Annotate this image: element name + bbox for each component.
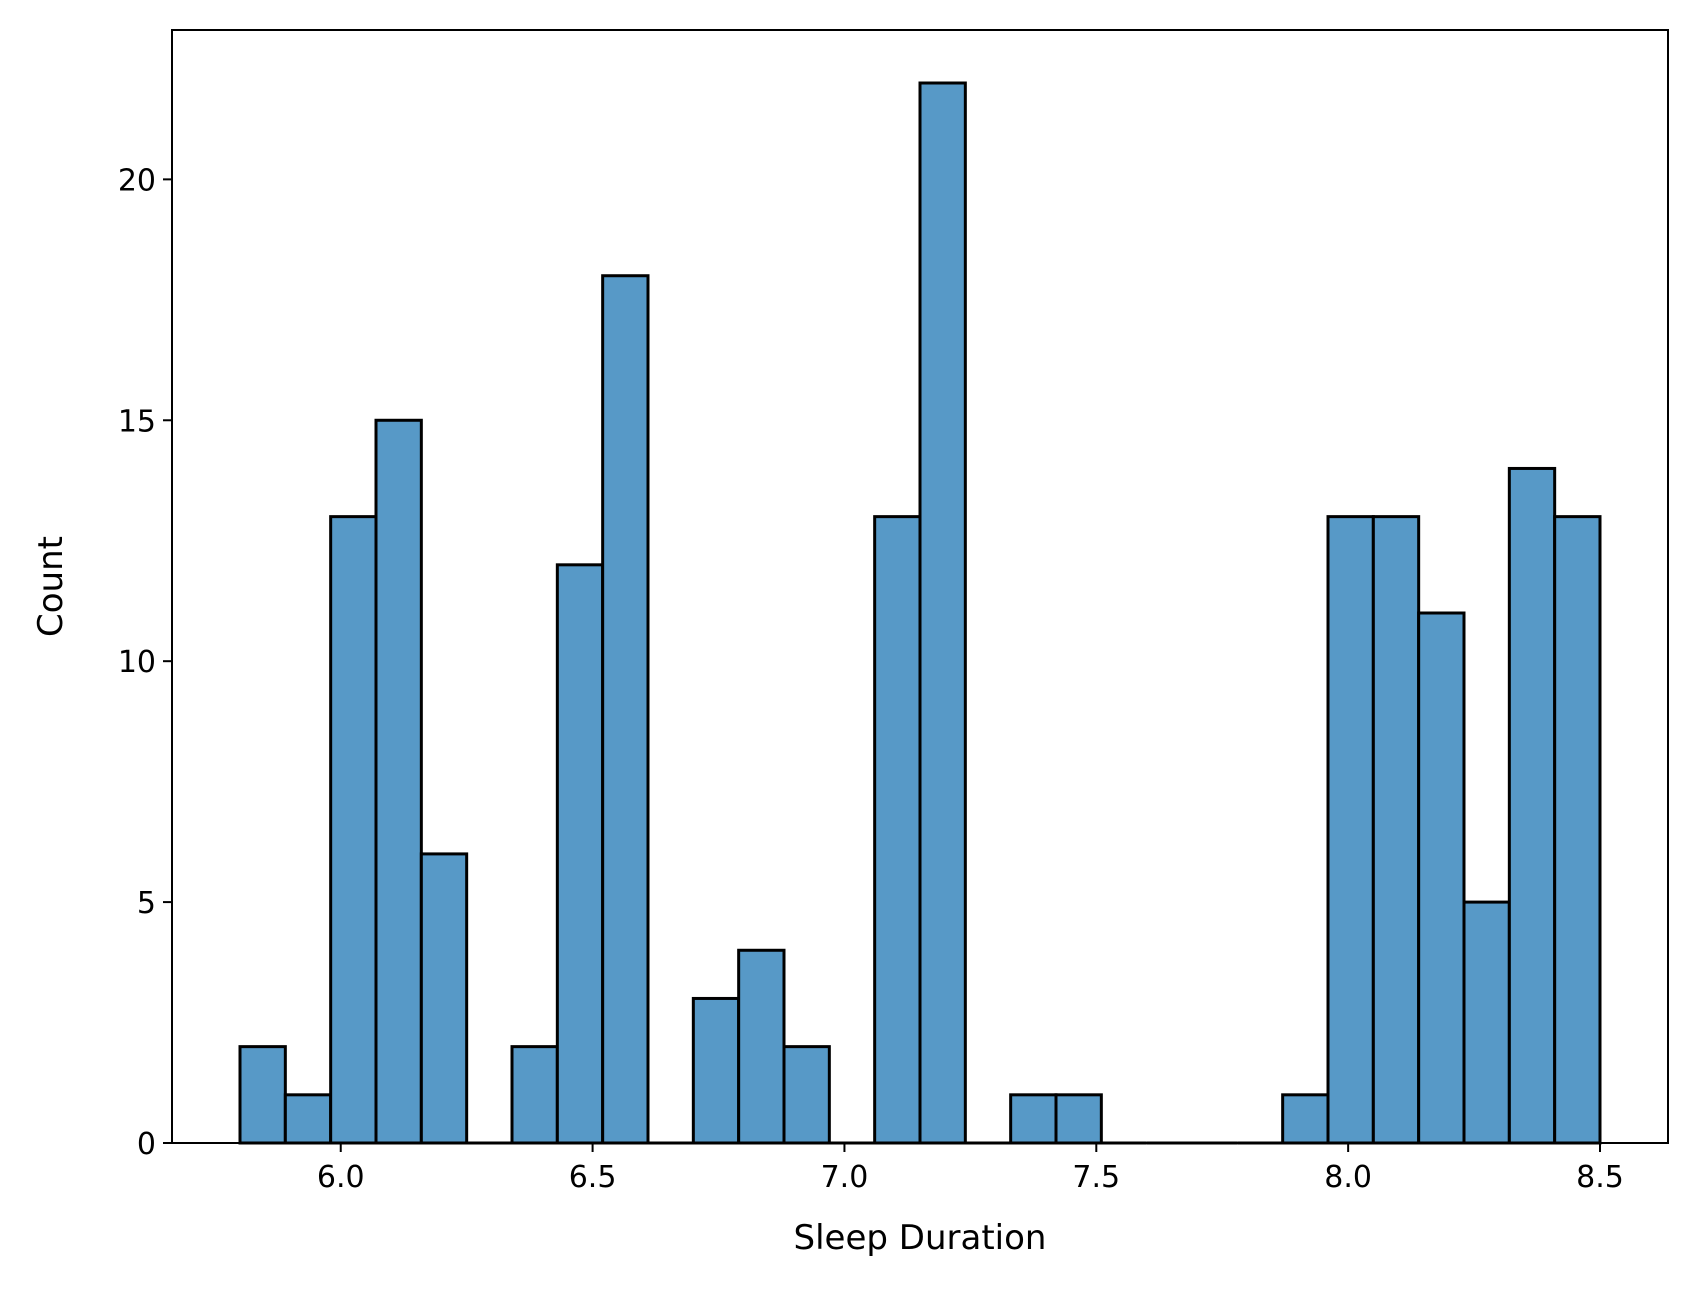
histogram-bar [1462, 900, 1511, 1145]
histogram-bar [1054, 1093, 1103, 1145]
histogram-bar [374, 418, 423, 1145]
histogram-bar [737, 948, 786, 1145]
histogram-bar [873, 515, 922, 1145]
histogram-bar [419, 852, 469, 1145]
x-axis-ticks: 6.0 6.5 7.0 7.5 8.0 8.5 [317, 1143, 1624, 1195]
y-tick-label: 0 [137, 1127, 156, 1162]
histogram-bar [1281, 1093, 1330, 1145]
histogram-bar [1326, 515, 1375, 1145]
y-tick-label: 15 [118, 404, 156, 439]
x-tick-label: 6.5 [569, 1160, 617, 1195]
x-tick-label: 7.5 [1072, 1160, 1120, 1195]
x-tick-label: 8.5 [1576, 1160, 1624, 1195]
histogram-bar [510, 1045, 559, 1145]
x-tick-label: 8.0 [1324, 1160, 1372, 1195]
x-axis-label: Sleep Duration [794, 1218, 1047, 1258]
histogram-bar [1371, 515, 1421, 1145]
x-tick-label: 6.0 [317, 1160, 365, 1195]
y-tick-label: 5 [137, 886, 156, 921]
y-tick-label: 20 [118, 163, 156, 198]
histogram-bar [918, 81, 967, 1145]
histogram-bar [782, 1045, 831, 1145]
y-tick-label: 10 [118, 645, 156, 680]
histogram-bar [329, 515, 378, 1145]
histogram-bar [238, 1045, 287, 1145]
histogram-bar [691, 996, 741, 1145]
histogram-bar [601, 274, 650, 1145]
plot-frame [171, 29, 1669, 1144]
histogram-bar [1553, 515, 1602, 1145]
bars-group [238, 81, 1602, 1145]
y-axis-ticks: 0 5 10 15 20 [118, 163, 172, 1162]
histogram-bar [555, 563, 605, 1145]
histogram-bar [1009, 1093, 1058, 1145]
histogram-bar [1417, 611, 1466, 1145]
y-axis-label: Count [31, 536, 71, 637]
histogram-bar [283, 1093, 333, 1145]
histogram-bar [1507, 466, 1557, 1145]
x-tick-label: 7.0 [821, 1160, 869, 1195]
